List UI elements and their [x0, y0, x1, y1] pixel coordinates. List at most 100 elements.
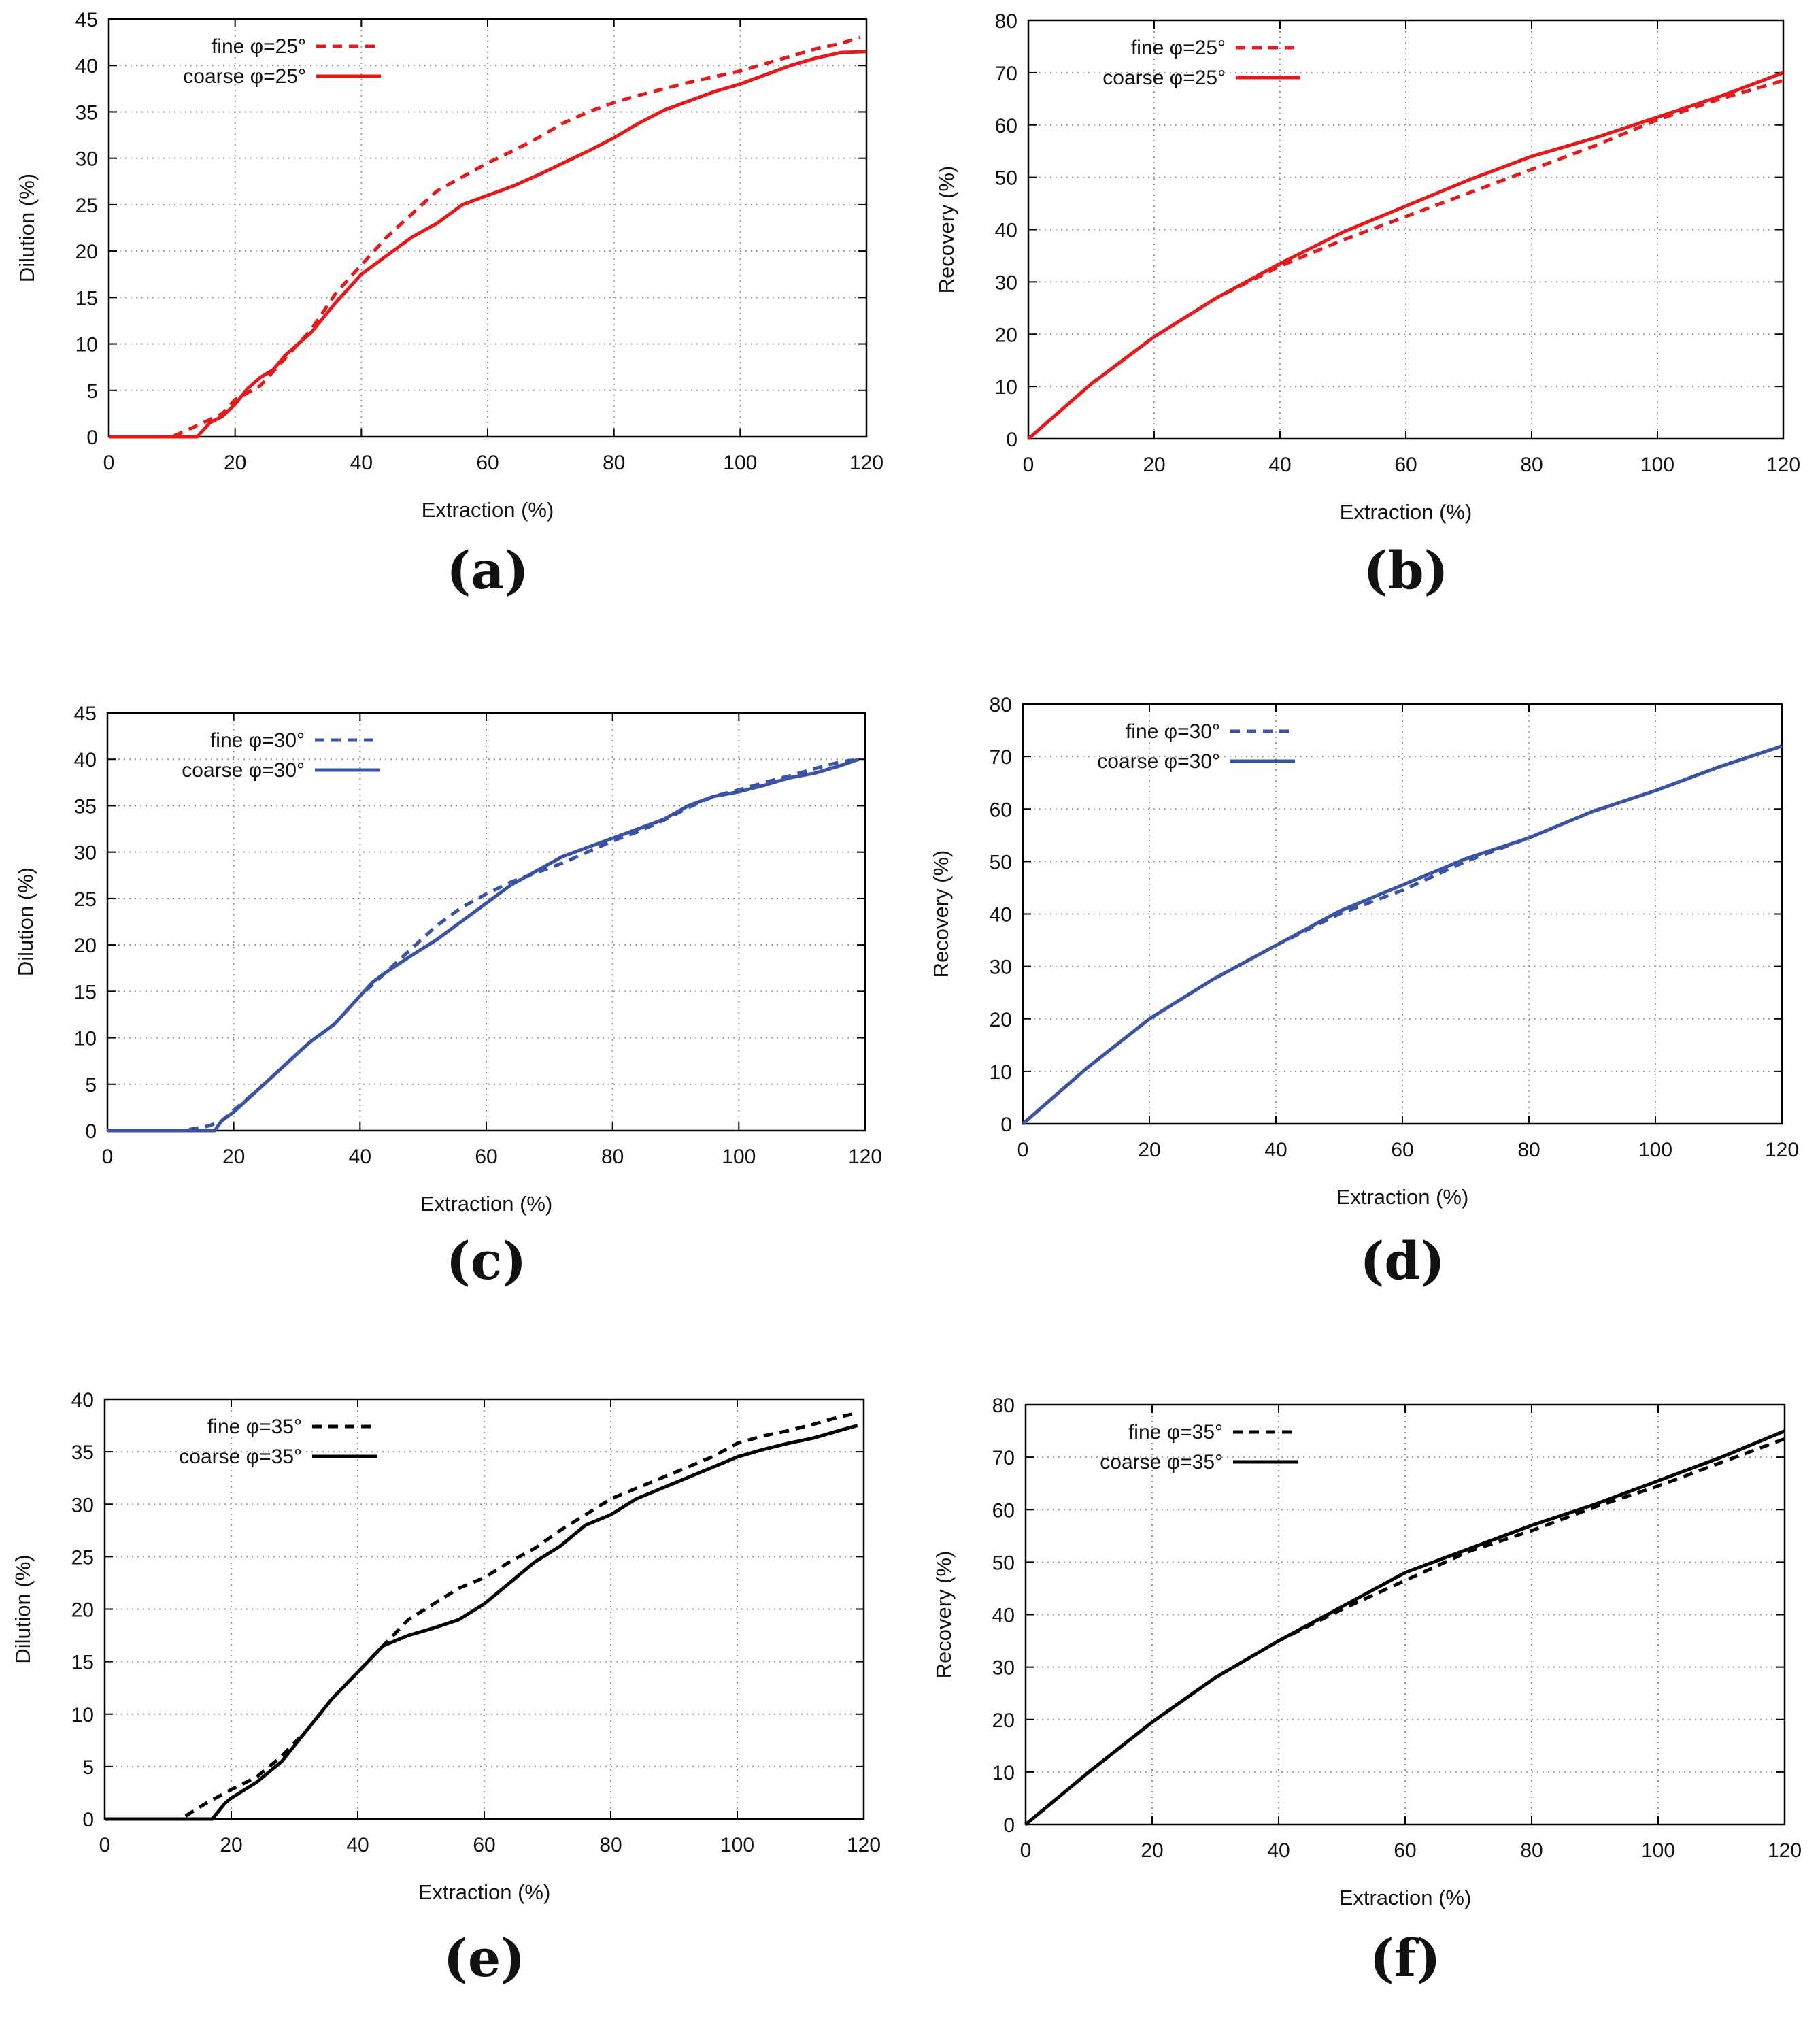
x-axis-label: Extraction (%) — [420, 1192, 553, 1216]
y-tick-label: 5 — [85, 1074, 97, 1097]
y-tick-label: 40 — [71, 1389, 94, 1412]
x-tick-label: 80 — [599, 1834, 622, 1856]
y-tick-label: 80 — [992, 1395, 1015, 1417]
y-tick-label: 5 — [86, 380, 98, 403]
legend-label: fine φ=30° — [1126, 720, 1220, 743]
y-tick-label: 15 — [74, 981, 97, 1003]
y-tick-label: 0 — [86, 427, 98, 449]
x-tick-label: 80 — [1517, 1139, 1540, 1161]
legend-label: fine φ=25° — [1131, 37, 1226, 59]
series-line-fine — [105, 1411, 858, 1821]
x-tick-label: 120 — [1765, 1139, 1799, 1161]
series-line-fine — [1024, 1437, 1785, 1826]
y-tick-label: 20 — [995, 324, 1017, 346]
x-tick-label: 40 — [1267, 1839, 1290, 1862]
x-axis-label: Extraction (%) — [418, 1880, 551, 1904]
series-line-coarse — [1022, 744, 1783, 1125]
x-axis-label: Extraction (%) — [422, 498, 554, 522]
legend-label: coarse φ=30° — [182, 759, 305, 782]
y-tick-label: 10 — [74, 1028, 97, 1050]
legend-label: coarse φ=35° — [179, 1446, 302, 1468]
y-axis-label: Dilution (%) — [11, 1554, 35, 1663]
x-tick-label: 40 — [350, 452, 373, 474]
x-tick-label: 20 — [1138, 1139, 1160, 1161]
y-tick-label: 20 — [992, 1709, 1015, 1732]
x-tick-label: 0 — [1023, 454, 1034, 476]
y-tick-label: 50 — [992, 1552, 1015, 1574]
legend-label: fine φ=30° — [210, 729, 305, 752]
y-tick-label: 70 — [992, 1447, 1015, 1469]
chart-panel-5: 0 20 40 60 80 100 120 0 5 10 15 20 25 30 35 40 Extractio… — [11, 1389, 881, 1904]
legend-label: coarse φ=25° — [183, 65, 306, 88]
x-tick-label: 20 — [222, 1146, 245, 1168]
x-tick-label: 20 — [1143, 454, 1165, 476]
x-tick-label: 80 — [603, 452, 625, 474]
chart-panel-4: 0 20 40 60 80 100 120 0 10 20 30 40 50 60 70 80 Extracti… — [929, 694, 1799, 1209]
chart-panel-2: 0 20 40 60 80 100 120 0 10 20 30 40 50 60 70 80 Extracti… — [934, 10, 1800, 524]
x-tick-label: 100 — [722, 1146, 756, 1168]
legend-label: coarse φ=30° — [1097, 750, 1220, 773]
y-tick-label: 70 — [990, 746, 1012, 769]
x-tick-label: 60 — [473, 1834, 495, 1856]
panel-label: (d) — [1360, 1231, 1445, 1291]
x-tick-label: 0 — [103, 452, 115, 474]
y-tick-label: 20 — [74, 935, 97, 957]
y-tick-label: 40 — [74, 749, 97, 771]
panel-label: (c) — [446, 1231, 526, 1291]
series-line-coarse — [109, 50, 867, 439]
y-tick-label: 30 — [74, 842, 97, 865]
y-tick-label: 10 — [992, 1762, 1015, 1784]
legend-label: coarse φ=35° — [1100, 1451, 1223, 1473]
y-axis-label: Dilution (%) — [14, 867, 37, 976]
series-line-fine — [109, 35, 861, 439]
x-axis-label: Extraction (%) — [1339, 1886, 1472, 1909]
y-tick-label: 45 — [75, 9, 98, 31]
y-tick-label: 10 — [995, 376, 1017, 399]
y-axis-label: Recovery (%) — [934, 166, 958, 294]
x-tick-label: 120 — [848, 1146, 882, 1168]
legend-label: fine φ=25° — [212, 35, 306, 58]
x-tick-label: 0 — [1017, 1139, 1029, 1161]
y-tick-label: 40 — [990, 904, 1012, 927]
x-tick-label: 40 — [346, 1834, 369, 1856]
y-tick-label: 20 — [71, 1599, 94, 1622]
panel-label: (e) — [443, 1928, 525, 1988]
series-line-coarse — [1027, 71, 1784, 440]
x-tick-label: 100 — [723, 452, 757, 474]
y-tick-label: 60 — [990, 799, 1012, 821]
y-tick-label: 40 — [992, 1605, 1015, 1627]
y-tick-label: 10 — [71, 1704, 94, 1726]
y-tick-label: 35 — [75, 101, 98, 124]
y-tick-label: 40 — [995, 220, 1017, 242]
y-tick-label: 60 — [995, 115, 1017, 137]
y-tick-label: 0 — [82, 1809, 94, 1831]
y-tick-label: 20 — [75, 241, 98, 263]
x-tick-label: 60 — [1394, 1839, 1416, 1862]
y-tick-label: 30 — [992, 1657, 1015, 1680]
x-tick-label: 120 — [1766, 454, 1800, 476]
y-tick-label: 40 — [75, 55, 98, 78]
y-tick-label: 35 — [74, 795, 97, 818]
y-tick-label: 50 — [995, 167, 1017, 190]
y-tick-label: 70 — [995, 63, 1017, 85]
y-tick-label: 25 — [71, 1546, 94, 1569]
series-line-coarse — [105, 1424, 858, 1821]
x-tick-label: 80 — [1520, 454, 1543, 476]
y-tick-label: 0 — [85, 1120, 97, 1143]
x-tick-label: 60 — [1391, 1139, 1413, 1161]
y-tick-label: 15 — [75, 287, 98, 310]
x-tick-label: 0 — [99, 1834, 111, 1856]
legend-label: fine φ=35° — [207, 1416, 302, 1438]
x-tick-label: 80 — [601, 1146, 624, 1168]
y-tick-label: 20 — [990, 1009, 1012, 1031]
panel-label: (f) — [1370, 1928, 1441, 1988]
chart-panel-6: 0 20 40 60 80 100 120 0 10 20 30 40 50 60 70 80 Extracti… — [932, 1395, 1802, 1909]
x-tick-label: 20 — [1141, 1839, 1163, 1862]
y-tick-label: 0 — [1003, 1814, 1015, 1837]
x-tick-label: 0 — [102, 1146, 114, 1168]
y-tick-label: 30 — [995, 271, 1017, 294]
x-tick-label: 80 — [1520, 1839, 1543, 1862]
x-tick-label: 20 — [220, 1834, 242, 1856]
panel-label: (b) — [1363, 540, 1448, 601]
